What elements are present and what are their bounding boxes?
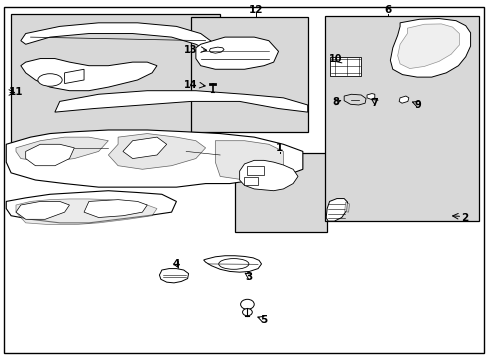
Polygon shape bbox=[21, 23, 215, 51]
Polygon shape bbox=[344, 94, 366, 105]
Text: 9: 9 bbox=[413, 100, 420, 110]
Polygon shape bbox=[122, 137, 166, 158]
Bar bbox=[324, 16, 478, 221]
Polygon shape bbox=[196, 37, 278, 69]
Polygon shape bbox=[64, 69, 84, 84]
Text: 5: 5 bbox=[260, 315, 267, 325]
Polygon shape bbox=[397, 24, 458, 68]
Polygon shape bbox=[398, 96, 408, 103]
Polygon shape bbox=[344, 202, 349, 212]
Bar bbox=[191, 18, 307, 132]
Polygon shape bbox=[389, 18, 469, 77]
Polygon shape bbox=[16, 137, 108, 162]
Circle shape bbox=[242, 309, 252, 316]
Polygon shape bbox=[209, 47, 224, 53]
Polygon shape bbox=[26, 144, 74, 166]
Polygon shape bbox=[203, 256, 261, 272]
Bar bbox=[234, 153, 326, 232]
Text: 12: 12 bbox=[248, 5, 263, 15]
Polygon shape bbox=[16, 199, 157, 225]
Text: 2: 2 bbox=[460, 212, 467, 222]
Polygon shape bbox=[108, 134, 205, 169]
Bar bbox=[329, 57, 361, 76]
Circle shape bbox=[240, 299, 254, 309]
Ellipse shape bbox=[38, 74, 62, 86]
Polygon shape bbox=[159, 269, 188, 283]
Text: 10: 10 bbox=[328, 54, 342, 64]
Text: 6: 6 bbox=[384, 5, 391, 15]
Text: 4: 4 bbox=[172, 259, 180, 269]
Polygon shape bbox=[6, 130, 302, 187]
Text: 14: 14 bbox=[184, 80, 198, 90]
Ellipse shape bbox=[218, 258, 248, 269]
Polygon shape bbox=[366, 94, 374, 99]
Text: 1: 1 bbox=[275, 143, 283, 153]
Text: 3: 3 bbox=[245, 272, 252, 282]
Polygon shape bbox=[239, 160, 297, 191]
Polygon shape bbox=[215, 141, 283, 180]
Polygon shape bbox=[6, 191, 176, 223]
Polygon shape bbox=[16, 202, 69, 219]
Text: 7: 7 bbox=[371, 98, 377, 108]
Bar bbox=[11, 14, 220, 160]
Polygon shape bbox=[84, 200, 147, 217]
Bar bbox=[246, 166, 264, 175]
Polygon shape bbox=[55, 91, 307, 112]
Polygon shape bbox=[21, 59, 157, 91]
Bar bbox=[244, 177, 258, 185]
Text: 11: 11 bbox=[9, 87, 23, 98]
Text: 13: 13 bbox=[184, 45, 198, 55]
Polygon shape bbox=[325, 199, 347, 221]
Text: 8: 8 bbox=[332, 98, 339, 108]
